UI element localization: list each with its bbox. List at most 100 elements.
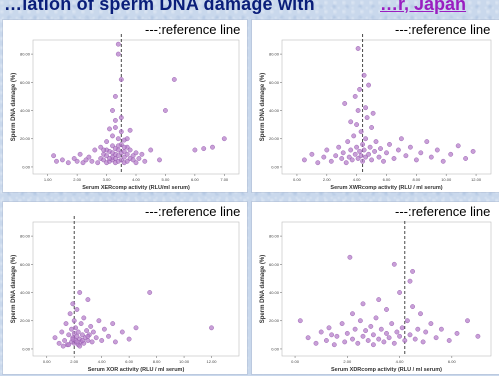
- data-point: [363, 136, 369, 142]
- scatter-panel-bottom-left: 0.00 20.00 40.00 60.00 80.00 0.00 2.00 4.00 6.00…: [3, 202, 247, 374]
- data-point: [305, 335, 311, 341]
- data-point: [367, 144, 373, 150]
- data-point: [313, 340, 319, 346]
- data-point: [368, 324, 374, 329]
- y-tick-label: 20.00: [269, 318, 280, 323]
- y-tick-label: 80.00: [20, 52, 31, 57]
- data-point: [434, 147, 440, 153]
- x-tick-label: 10.00: [441, 177, 452, 182]
- data-point: [133, 160, 139, 166]
- data-point: [395, 147, 401, 153]
- y-axis-label: Sperm DNA damage (%): [260, 73, 266, 141]
- reference-line-note: ---:reference line: [145, 22, 241, 37]
- data-point: [101, 157, 107, 163]
- data-point: [342, 101, 348, 106]
- y-axis-label: Sperm DNA damage (%): [11, 73, 17, 141]
- data-point: [346, 154, 352, 160]
- data-point: [361, 72, 367, 78]
- data-point: [98, 144, 104, 150]
- data-point: [60, 157, 65, 163]
- data-point: [369, 125, 375, 130]
- y-tick-label: 60.00: [269, 262, 280, 267]
- data-point: [66, 332, 72, 338]
- data-point: [66, 342, 72, 348]
- data-point: [91, 329, 96, 335]
- x-tick-label: 2.00: [70, 359, 79, 364]
- data-point: [352, 94, 358, 99]
- data-point: [448, 151, 454, 157]
- data-point: [88, 324, 94, 329]
- x-tick-label: 6.00: [448, 359, 457, 364]
- y-tick-label: 60.00: [269, 80, 280, 85]
- scatter-panel-bottom-right: 0.00 20.00 40.00 60.00 80.00 0.00 2.00 4.00 6.00…: [252, 202, 499, 374]
- data-point: [371, 332, 376, 338]
- data-point: [355, 156, 361, 161]
- data-point: [355, 340, 361, 346]
- data-point: [56, 340, 62, 346]
- data-point: [78, 321, 84, 327]
- slide-title: …iation of sperm DNA damage with …r, Jap…: [0, 0, 499, 18]
- y-tick-label: 80.00: [20, 234, 31, 239]
- data-point: [118, 157, 124, 163]
- scatter-plot-2: 0.00 20.00 40.00 60.00 80.00 0.00 2.00 4.00 6.00…: [260, 34, 492, 191]
- data-point: [118, 129, 124, 135]
- data-point: [350, 311, 355, 317]
- data-point: [77, 290, 83, 295]
- data-point: [113, 118, 118, 123]
- data-point: [343, 160, 349, 166]
- x-tick-label: 10.00: [179, 359, 190, 364]
- data-point: [81, 315, 87, 321]
- x-tick-label: 6.00: [125, 359, 134, 364]
- data-point: [115, 143, 121, 149]
- data-point: [54, 158, 59, 164]
- title-link[interactable]: …r, Japan: [380, 0, 467, 14]
- data-point: [65, 160, 71, 166]
- data-point: [121, 144, 127, 150]
- y-tick-label: 80.00: [269, 52, 280, 57]
- data-point: [130, 153, 136, 159]
- data-point: [124, 136, 130, 142]
- data-point: [84, 328, 90, 334]
- data-point: [96, 318, 102, 324]
- data-point: [386, 335, 392, 341]
- data-point: [352, 326, 358, 332]
- scatter-panel-top-right: 0.00 20.00 40.00 60.00 80.00 0.00 2.00 4.00 6.00…: [252, 20, 499, 192]
- x-tick-label: 2.00: [323, 177, 332, 182]
- data-point: [89, 158, 95, 164]
- reference-line-note: ---:reference line: [395, 204, 491, 219]
- data-point: [438, 326, 444, 332]
- data-point: [399, 325, 405, 331]
- data-point: [115, 41, 121, 47]
- data-point: [118, 115, 124, 121]
- data-point: [121, 154, 127, 160]
- x-tick-label: 0.00: [43, 359, 52, 364]
- x-axis-label: Serum XOR activity (RLU / ml serum): [88, 367, 185, 373]
- reference-line-note: ---:reference line: [395, 22, 491, 37]
- data-point: [328, 158, 334, 164]
- data-point: [446, 338, 452, 343]
- data-point: [378, 146, 383, 152]
- data-point: [376, 336, 382, 342]
- x-axis-label: Serum XWRcomp activity (RLU / ml serum): [330, 185, 442, 191]
- y-tick-label: 40.00: [269, 290, 280, 295]
- data-point: [455, 143, 461, 149]
- data-point: [92, 147, 98, 153]
- data-point: [339, 321, 345, 327]
- data-point: [463, 156, 469, 161]
- data-point: [85, 333, 91, 339]
- y-tick-label: 80.00: [269, 234, 280, 239]
- data-point: [71, 156, 77, 161]
- data-point: [318, 329, 324, 335]
- data-point: [77, 151, 83, 157]
- y-tick-label: 20.00: [20, 318, 31, 323]
- data-point: [85, 338, 91, 343]
- data-point: [391, 156, 397, 161]
- y-tick-label: 60.00: [20, 80, 31, 85]
- x-tick-label: 0.00: [293, 177, 302, 182]
- data-point: [345, 139, 351, 145]
- data-point: [89, 339, 95, 345]
- data-point: [410, 304, 416, 310]
- y-tick-label: 0.00: [22, 164, 31, 169]
- data-point: [110, 133, 115, 139]
- data-point: [360, 333, 366, 339]
